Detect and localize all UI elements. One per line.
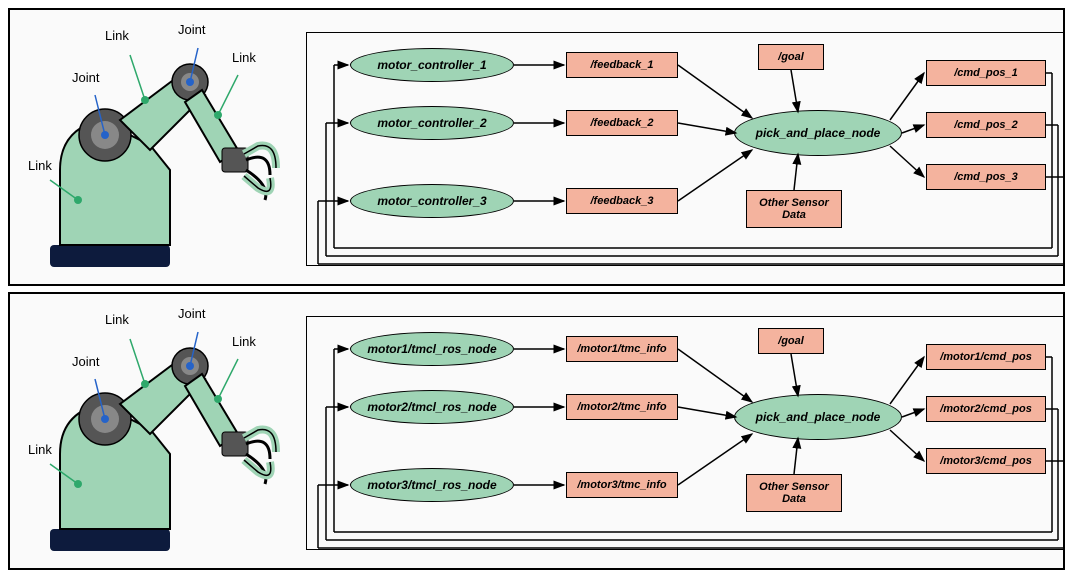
central-node: pick_and_place_node [734,110,902,156]
arm-label-joint1: Joint [72,354,99,369]
panel-bottom: Link Link Link Joint Joint motor1/tmcl_ros_no… [8,292,1065,570]
cmd-node-3: /motor3/cmd_pos [926,448,1046,474]
arm-label-joint2: Joint [178,306,205,321]
motor-node-1: motor_controller_1 [350,48,514,82]
feedback-node-3: /feedback_3 [566,188,678,214]
arm-label-link2: Link [105,28,129,43]
arm-label-link1: Link [28,442,52,457]
goal-node: /goal [758,44,824,70]
feedback-node-3: /motor3/tmc_info [566,472,678,498]
sensor-node: Other Sensor Data [746,474,842,512]
arm-label-link1: Link [28,158,52,173]
feedback-node-2: /motor2/tmc_info [566,394,678,420]
arm-label-joint1: Joint [72,70,99,85]
motor-node-3: motor3/tmcl_ros_node [350,468,514,502]
motor-node-1: motor1/tmcl_ros_node [350,332,514,366]
arm-label-joint2: Joint [178,22,205,37]
motor-node-3: motor_controller_3 [350,184,514,218]
feedback-node-1: /motor1/tmc_info [566,336,678,362]
motor-node-2: motor2/tmcl_ros_node [350,390,514,424]
arm-label-link3: Link [232,50,256,65]
cmd-node-1: /cmd_pos_1 [926,60,1046,86]
cmd-node-2: /cmd_pos_2 [926,112,1046,138]
goal-node: /goal [758,328,824,354]
feedback-node-2: /feedback_2 [566,110,678,136]
feedback-node-1: /feedback_1 [566,52,678,78]
cmd-node-2: /motor2/cmd_pos [926,396,1046,422]
arm-label-link3: Link [232,334,256,349]
central-node: pick_and_place_node [734,394,902,440]
cmd-node-1: /motor1/cmd_pos [926,344,1046,370]
panel-top: Link Link Link Joint Joint motor_controller_1… [8,8,1065,286]
arm-label-link2: Link [105,312,129,327]
cmd-node-3: /cmd_pos_3 [926,164,1046,190]
sensor-node: Other Sensor Data [746,190,842,228]
motor-node-2: motor_controller_2 [350,106,514,140]
